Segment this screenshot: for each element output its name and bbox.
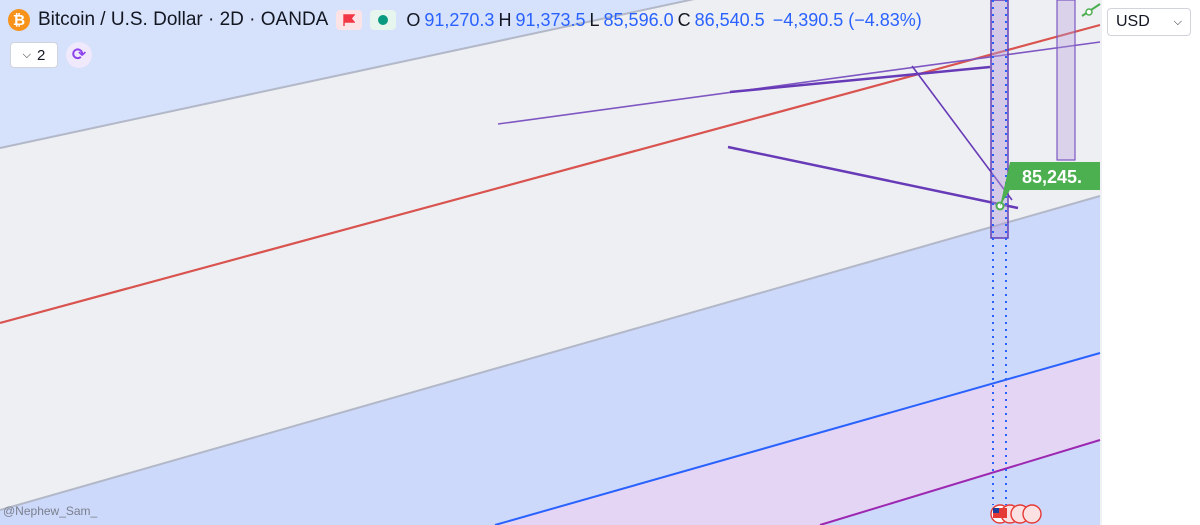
currency-label: USD — [1116, 13, 1150, 30]
low-key: L — [589, 9, 600, 30]
indicators-toggle-button[interactable]: ⌵ 2 — [10, 42, 58, 68]
ohlc-values: O 91,270.3 H 91,373.5 L 85,596.0 C 86,540.5 … — [406, 10, 921, 31]
green-arrow-dot — [1085, 8, 1093, 16]
bitcoin-icon: ₿ — [8, 9, 30, 31]
economic-events-icon — [990, 504, 1042, 524]
upper-channel-fill — [0, 0, 1100, 148]
low-value: 85,596.0 — [603, 9, 674, 30]
us-flag-icon — [993, 508, 1007, 518]
upper-channel-line — [0, 0, 695, 149]
blue-trend-line — [494, 352, 1101, 525]
price-target-bubble: 85,245. — [1000, 162, 1100, 206]
event-marker — [1022, 504, 1042, 524]
us-flag-canton — [993, 508, 999, 513]
symbol-title[interactable]: Bitcoin / U.S. Dollar · 2D · OANDA — [38, 9, 329, 30]
chart-header: ₿ Bitcoin / U.S. Dollar · 2D · OANDA O 91… — [8, 6, 922, 34]
wedge-lower-line — [727, 145, 1019, 210]
high-key: H — [498, 9, 512, 30]
chevron-down-icon: ⌵ — [1173, 15, 1182, 28]
high-value: 91,373.5 — [515, 9, 586, 30]
wedge-drop-line — [911, 65, 1013, 201]
close-value: 86,540.5 — [694, 9, 765, 30]
magenta-trend-line — [819, 439, 1101, 525]
mid-channel-fill — [0, 0, 1100, 510]
indicator-count: 2 — [37, 46, 46, 64]
price-axis — [1101, 0, 1200, 525]
close-key: C — [677, 9, 691, 30]
flag-icon[interactable] — [336, 10, 363, 30]
projection-box — [990, 0, 1009, 239]
lower-channel-line — [0, 195, 1101, 511]
author-watermark: @Nephew_Sam_ — [3, 504, 98, 518]
bubble-shape — [1000, 162, 1100, 206]
open-value: 91,270.3 — [424, 9, 495, 30]
projection-box — [1056, 0, 1076, 161]
sync-icon[interactable]: ⟳ — [66, 42, 92, 68]
bubble-value: 85,245. — [1022, 167, 1082, 187]
indicator-row: ⌵ 2 ⟳ — [10, 42, 92, 68]
price-change: −4,390.5 (−4.83%) — [772, 9, 922, 30]
wedge-upper-line — [497, 41, 1101, 125]
open-key: O — [406, 9, 421, 30]
chevron-down-icon: ⌵ — [22, 48, 31, 61]
market-status-icon[interactable] — [370, 10, 397, 30]
currency-selector[interactable]: USD ⌵ — [1107, 8, 1191, 36]
wedge-top-thick-line — [729, 65, 991, 94]
